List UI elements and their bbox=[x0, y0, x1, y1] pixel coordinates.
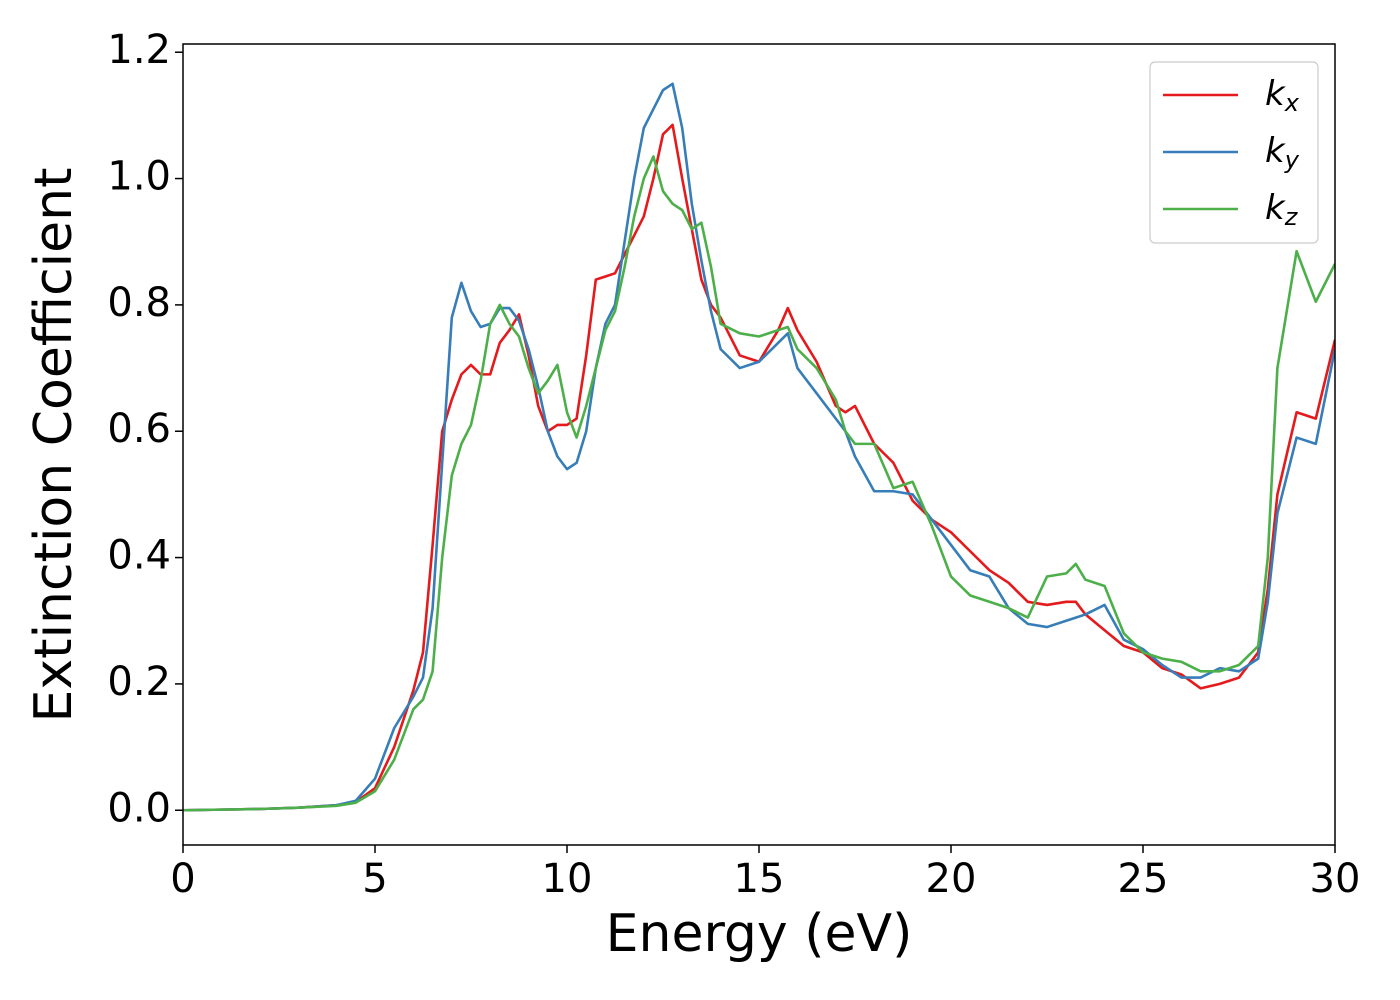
line-series bbox=[183, 155, 1335, 812]
legend-label: kz bbox=[1265, 188, 1299, 232]
x-axis-label: Energy (eV) bbox=[606, 904, 913, 964]
plot-frame bbox=[182, 43, 1336, 846]
y-axis-label: Extinction Coefficient bbox=[24, 168, 84, 723]
plot-area bbox=[183, 82, 1335, 812]
x-tick-label: 10 bbox=[542, 856, 593, 902]
x-tick-label: 20 bbox=[926, 856, 977, 902]
x-tick-label: 5 bbox=[362, 856, 387, 902]
x-tick-label: 15 bbox=[734, 856, 785, 902]
y-tick-label: 1.2 bbox=[107, 27, 171, 73]
x-tick-label: 30 bbox=[1310, 856, 1361, 902]
legend-label: ky bbox=[1265, 131, 1300, 175]
y-tick-label: 0.4 bbox=[107, 533, 171, 579]
y-tick-label: 0.2 bbox=[107, 659, 171, 705]
x-tick-label: 0 bbox=[170, 856, 195, 902]
y-tick-label: 0.6 bbox=[107, 406, 171, 452]
line-series bbox=[183, 123, 1335, 812]
legend-label: kx bbox=[1265, 74, 1300, 118]
line-series bbox=[183, 82, 1335, 812]
y-tick-label: 0.8 bbox=[107, 280, 171, 326]
x-tick-label: 25 bbox=[1118, 856, 1169, 902]
y-tick-label: 1.0 bbox=[107, 154, 171, 200]
y-tick-label: 0.0 bbox=[107, 785, 171, 831]
